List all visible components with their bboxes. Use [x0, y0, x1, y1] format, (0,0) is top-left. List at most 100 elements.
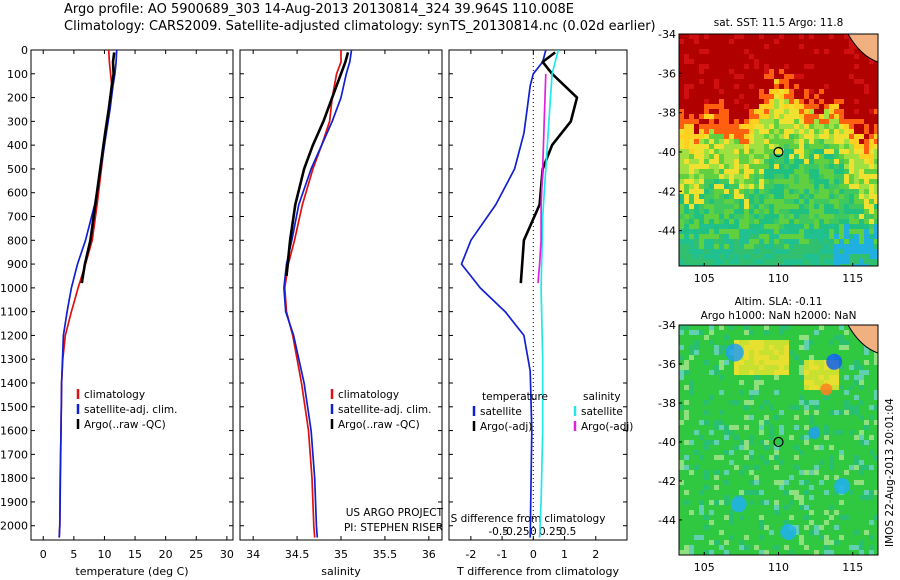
map-cell: [689, 400, 695, 406]
map-cell: [854, 520, 860, 526]
map-cell: [859, 430, 865, 436]
map-cell: [794, 505, 800, 511]
map-cell: [804, 380, 810, 386]
map-cell: [794, 400, 800, 406]
map-cell: [764, 460, 770, 466]
map-cell: [809, 350, 815, 356]
map-cell: [829, 330, 835, 336]
map-cell: [754, 430, 760, 436]
map-cell: [829, 460, 835, 466]
map-cell: [709, 249, 715, 255]
map-cell: [739, 234, 745, 240]
map-cell: [809, 440, 815, 446]
map-cell: [699, 239, 705, 245]
map-cell: [829, 370, 835, 376]
map-cell: [684, 380, 690, 386]
map-cell: [839, 430, 845, 436]
map-cell: [874, 415, 878, 421]
map-cell: [834, 350, 840, 356]
map-cell: [714, 335, 720, 341]
map-cell: [784, 445, 790, 451]
map-cell: [869, 470, 875, 476]
map-cell: [779, 540, 785, 546]
map-cell: [829, 214, 835, 220]
map-cell: [709, 540, 715, 546]
map-cell: [839, 234, 845, 240]
map-cell: [849, 445, 855, 451]
map-cell: [849, 470, 855, 476]
map-cell: [869, 540, 875, 546]
map-cell: [759, 475, 765, 481]
map-cell: [849, 380, 855, 386]
map-cell: [869, 475, 875, 481]
map-cell: [744, 224, 750, 230]
map-cell: [784, 395, 790, 401]
map-cell: [794, 465, 800, 471]
map-cell: [769, 219, 775, 225]
map-cell: [874, 164, 878, 170]
map-cell: [754, 390, 760, 396]
map-cell: [729, 149, 735, 155]
map-cell: [679, 405, 685, 411]
map-cell: [749, 380, 755, 386]
map-cell: [689, 94, 695, 100]
map-cell: [814, 184, 820, 190]
map-cell: [744, 89, 750, 95]
map-cell: [699, 229, 705, 235]
map-cell: [849, 169, 855, 175]
map-cell: [699, 114, 705, 120]
map-cell: [859, 159, 865, 165]
map-cell: [679, 49, 685, 55]
map-cell: [804, 39, 810, 45]
map-cell: [829, 340, 835, 346]
map-cell: [799, 345, 805, 351]
map-cell: [739, 114, 745, 120]
map-cell: [789, 219, 795, 225]
map-cell: [854, 485, 860, 491]
map-cell: [864, 159, 870, 165]
map-cell: [779, 189, 785, 195]
map-cell: [809, 515, 815, 521]
map-cell: [689, 340, 695, 346]
map-cell: [839, 500, 845, 506]
map-cell: [854, 124, 860, 130]
map-cell: [744, 99, 750, 105]
map-cell: [739, 410, 745, 416]
map-cell: [819, 264, 825, 266]
map-cell: [844, 335, 850, 341]
map-cell: [854, 179, 860, 185]
map-cell: [864, 365, 870, 371]
map-cell: [704, 430, 710, 436]
map-cell: [864, 254, 870, 260]
map-cell: [819, 415, 825, 421]
map-cell: [699, 350, 705, 356]
map-cell: [809, 264, 815, 266]
map-cell: [704, 204, 710, 210]
map-cell: [734, 515, 740, 521]
map-cell: [724, 184, 730, 190]
map-cell: [699, 525, 705, 531]
map-cell: [714, 134, 720, 140]
map-cell: [719, 380, 725, 386]
map-cell: [769, 405, 775, 411]
map-cell: [699, 465, 705, 471]
map-cell: [849, 420, 855, 426]
map-cell: [754, 184, 760, 190]
map-cell: [749, 69, 755, 75]
map-cell: [814, 370, 820, 376]
map-cell: [849, 194, 855, 200]
map-cell: [834, 435, 840, 441]
map-cell: [754, 400, 760, 406]
map-cell: [769, 124, 775, 130]
map-cell: [749, 39, 755, 45]
map-cell: [684, 370, 690, 376]
map-cell: [704, 475, 710, 481]
map-cell: [704, 510, 710, 516]
map-cell: [819, 545, 825, 551]
map-cell: [759, 34, 765, 40]
map-cell: [784, 340, 790, 346]
map-cell: [869, 84, 875, 90]
map-cell: [694, 84, 700, 90]
map-cell: [699, 259, 705, 265]
map-cell: [714, 169, 720, 175]
